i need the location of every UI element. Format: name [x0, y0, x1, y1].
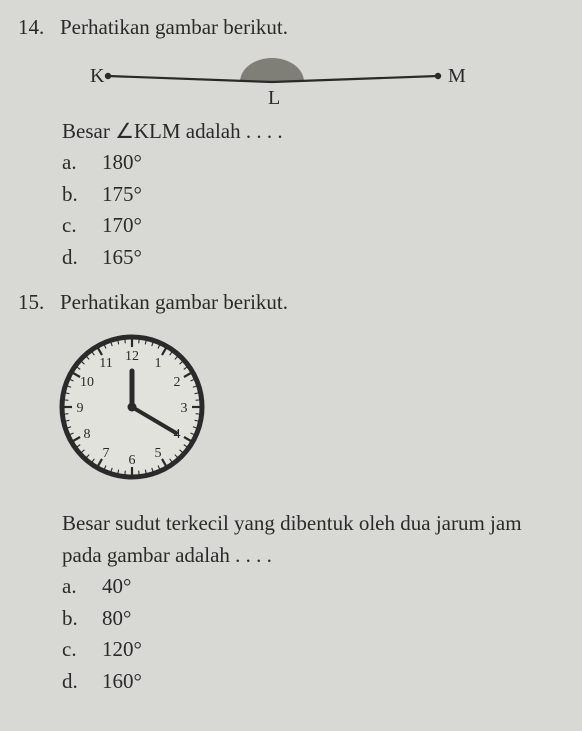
clock-numeral: 11: [99, 355, 112, 370]
clock-numeral: 10: [80, 375, 94, 390]
question-14-prompt: Perhatikan gambar berikut.: [60, 12, 288, 44]
option-letter: c.: [62, 210, 102, 242]
question-14-number: 14.: [18, 12, 60, 44]
clock-numeral: 5: [155, 446, 162, 461]
label-l: L: [268, 87, 280, 108]
option-letter: b.: [62, 179, 102, 211]
option-letter: b.: [62, 603, 102, 635]
label-k: K: [90, 65, 105, 87]
option-15-d: d. 160°: [62, 666, 564, 698]
label-m: M: [448, 65, 466, 87]
option-text: 170°: [102, 210, 142, 242]
option-letter: c.: [62, 634, 102, 666]
option-text: 120°: [102, 634, 142, 666]
question-14-subprompt: Besar ∠KLM adalah . . . .: [62, 116, 564, 148]
option-letter: d.: [62, 242, 102, 274]
option-letter: a.: [62, 147, 102, 179]
clock-numeral: 7: [103, 446, 110, 461]
point-m: [435, 72, 441, 78]
option-text: 165°: [102, 242, 142, 274]
option-text: 160°: [102, 666, 142, 698]
question-15-subprompt: Besar sudut terkecil yang dibentuk oleh …: [62, 508, 564, 571]
clock-numeral: 1: [155, 355, 162, 370]
option-text: 175°: [102, 179, 142, 211]
question-14-header: 14. Perhatikan gambar berikut.: [18, 12, 564, 44]
clock-numeral: 3: [181, 401, 188, 416]
option-14-a: a. 180°: [62, 147, 564, 179]
clock-numeral: 9: [77, 401, 84, 416]
option-14-c: c. 170°: [62, 210, 564, 242]
question-15: 15. Perhatikan gambar berikut. 121234567…: [18, 287, 564, 697]
question-15-options: a. 40° b. 80° c. 120° d. 160°: [62, 571, 564, 697]
point-k: [105, 72, 111, 78]
clock-svg: 121234567891011: [52, 327, 212, 487]
option-15-a: a. 40°: [62, 571, 564, 603]
diagram-klm: K L M: [62, 52, 482, 108]
question-14-options: a. 180° b. 175° c. 170° d. 165°: [62, 147, 564, 273]
question-15-header: 15. Perhatikan gambar berikut.: [18, 287, 564, 319]
question-14: 14. Perhatikan gambar berikut. K L M Bes…: [18, 12, 564, 273]
option-letter: d.: [62, 666, 102, 698]
option-text: 80°: [102, 603, 131, 635]
option-14-b: b. 175°: [62, 179, 564, 211]
clock-center: [128, 402, 137, 411]
clock-numeral: 8: [83, 427, 90, 442]
option-text: 180°: [102, 147, 142, 179]
klm-svg: K L M: [62, 52, 482, 108]
option-15-b: b. 80°: [62, 603, 564, 635]
klm-arc: [240, 58, 304, 82]
question-15-prompt: Perhatikan gambar berikut.: [60, 287, 288, 319]
clock-numeral: 6: [129, 453, 136, 468]
option-15-c: c. 120°: [62, 634, 564, 666]
option-14-d: d. 165°: [62, 242, 564, 274]
option-text: 40°: [102, 571, 131, 603]
option-letter: a.: [62, 571, 102, 603]
clock-diagram: 121234567891011: [52, 327, 564, 497]
question-15-number: 15.: [18, 287, 60, 319]
clock-numeral: 12: [125, 349, 139, 364]
clock-numeral: 2: [174, 375, 181, 390]
